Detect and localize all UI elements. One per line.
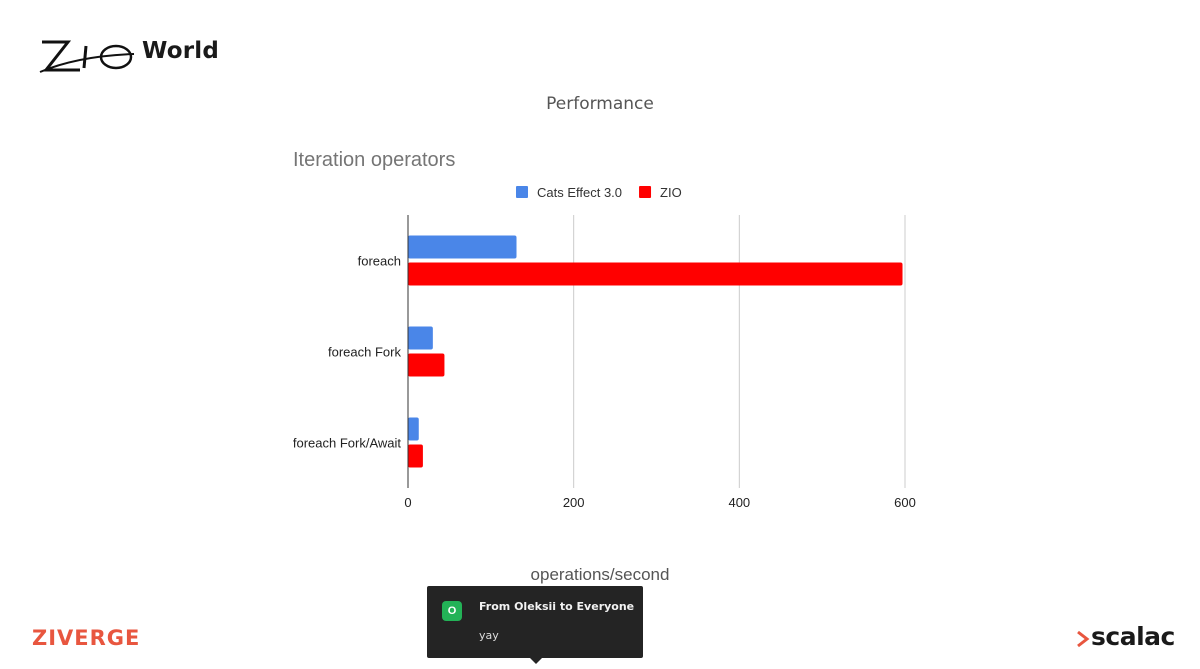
slide-title: Performance bbox=[546, 94, 654, 114]
bar-0-2 bbox=[408, 417, 419, 441]
chat-toast-tail bbox=[530, 658, 542, 664]
x-tick-label-1: 200 bbox=[563, 495, 585, 510]
ziverge-brand: ZIVERGE bbox=[32, 626, 141, 650]
x-axis-title: operations/second bbox=[531, 565, 670, 584]
legend-swatch-0 bbox=[516, 186, 528, 198]
bar-0-0 bbox=[408, 235, 517, 259]
legend-swatch-1 bbox=[639, 186, 652, 198]
x-tick-label-2: 400 bbox=[728, 495, 750, 510]
chart-title: Iteration operators bbox=[293, 149, 455, 171]
category-label-1: foreach Fork bbox=[328, 345, 401, 360]
legend-label-0: Cats Effect 3.0 bbox=[537, 185, 622, 200]
scalac-text: scalac bbox=[1091, 622, 1175, 651]
zio-logo-icon bbox=[39, 40, 135, 73]
bar-0-1 bbox=[408, 326, 433, 350]
x-tick-label-3: 600 bbox=[894, 495, 916, 510]
zio-world-logo: World bbox=[38, 36, 220, 76]
bar-1-1 bbox=[408, 353, 445, 377]
x-tick-label-0: 0 bbox=[404, 495, 411, 510]
chat-toast[interactable]: O From Oleksii to Everyone yay bbox=[427, 586, 643, 664]
bar-1-0 bbox=[408, 262, 903, 286]
category-label-0: foreach bbox=[358, 254, 401, 269]
category-label-2: foreach Fork/Await bbox=[293, 436, 402, 451]
chat-toast-message: yay bbox=[479, 629, 499, 642]
chat-avatar: O bbox=[442, 601, 462, 621]
legend-label-1: ZIO bbox=[660, 185, 682, 200]
chat-toast-title: From Oleksii to Everyone bbox=[479, 600, 635, 613]
logo-word: World bbox=[142, 38, 220, 64]
chevron-right-icon bbox=[1077, 630, 1090, 648]
bar-1-2 bbox=[408, 444, 423, 468]
